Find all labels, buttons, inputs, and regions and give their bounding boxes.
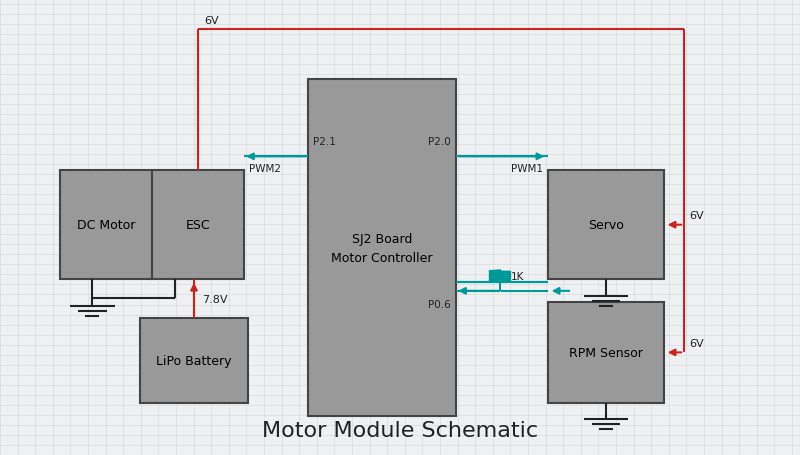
- Text: 6V: 6V: [689, 338, 703, 348]
- Text: LiPo Battery: LiPo Battery: [156, 354, 232, 367]
- Text: Motor Module Schematic: Motor Module Schematic: [262, 420, 538, 440]
- Text: RPM Sensor: RPM Sensor: [569, 346, 643, 359]
- Bar: [308, 80, 456, 416]
- Text: DC Motor: DC Motor: [77, 219, 135, 232]
- Text: P2.0: P2.0: [429, 137, 451, 147]
- Text: P2.1: P2.1: [313, 137, 336, 147]
- Bar: [152, 171, 244, 280]
- Text: 6V: 6V: [205, 16, 219, 26]
- Text: 7.8V: 7.8V: [202, 294, 227, 304]
- Text: ESC: ESC: [186, 219, 210, 232]
- Text: 1K: 1K: [511, 272, 525, 281]
- Bar: [140, 318, 248, 403]
- Text: Servo: Servo: [588, 219, 624, 232]
- Text: SJ2 Board
Motor Controller: SJ2 Board Motor Controller: [331, 232, 433, 264]
- Bar: [60, 171, 152, 280]
- Text: PWM2: PWM2: [249, 164, 281, 174]
- Text: 6V: 6V: [689, 211, 703, 221]
- Bar: [548, 303, 664, 403]
- Bar: [548, 171, 664, 280]
- Text: PWM1: PWM1: [511, 164, 543, 174]
- Text: P0.6: P0.6: [429, 299, 451, 309]
